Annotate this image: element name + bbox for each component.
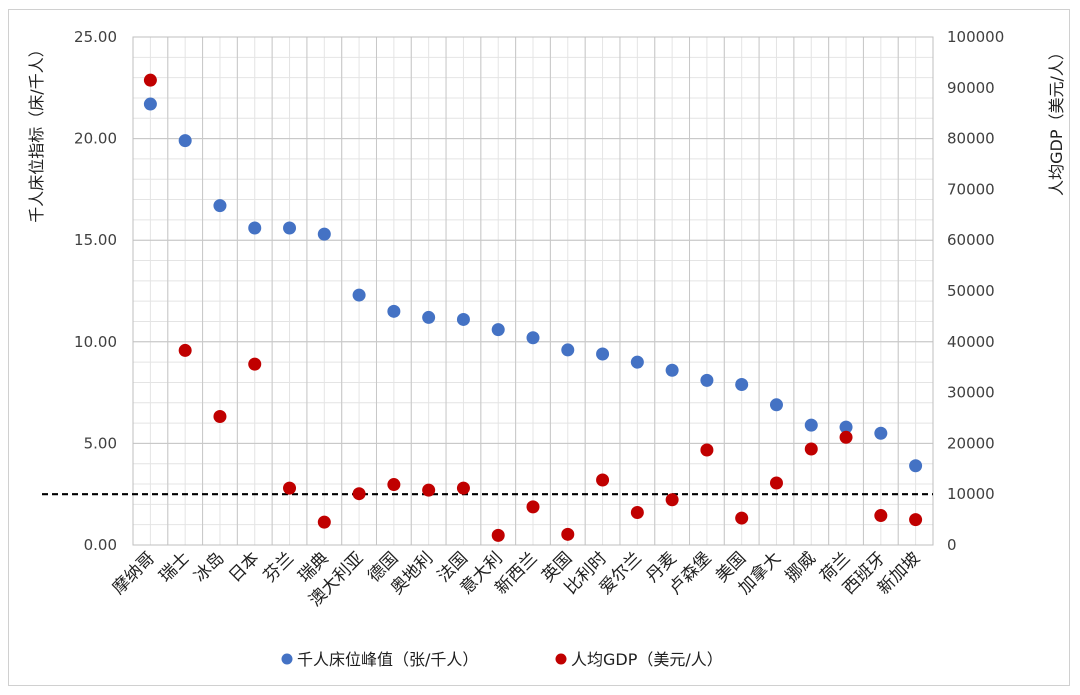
left-tick-label: 5.00 bbox=[84, 434, 117, 452]
plot-area-rect bbox=[132, 36, 934, 546]
gdp-point bbox=[769, 476, 783, 490]
legend-marker-bed-peak bbox=[281, 653, 293, 665]
gdp-point bbox=[422, 483, 436, 497]
right-tick-label: 70000 bbox=[947, 180, 995, 198]
legend-label-bed-peak: 千人床位峰值（张/千人） bbox=[297, 650, 478, 669]
gdp-point bbox=[387, 478, 401, 492]
legend: 千人床位峰值（张/千人） 人均GDP（美元/人） bbox=[281, 650, 723, 669]
bed-peak-point bbox=[456, 312, 470, 326]
gdp-point bbox=[283, 481, 297, 495]
bed-peak-point bbox=[874, 426, 888, 440]
category-label: 挪威 bbox=[782, 548, 820, 586]
left-axis-ticks: 0.00 5.00 10.00 15.00 20.00 25.00 bbox=[74, 28, 117, 554]
category-label: 日本 bbox=[225, 548, 263, 586]
bed-peak-point bbox=[178, 134, 192, 148]
gdp-point bbox=[143, 73, 157, 87]
right-axis-ticks: 0 10000 20000 30000 40000 50000 60000 70000 8000… bbox=[947, 28, 1004, 554]
left-tick-label: 15.00 bbox=[74, 231, 117, 249]
gdp-point bbox=[596, 473, 610, 487]
bed-peak-point bbox=[630, 355, 644, 369]
bed-peak-point bbox=[839, 420, 853, 434]
gdp-point bbox=[178, 343, 192, 357]
gdp-point bbox=[317, 515, 331, 529]
bed-peak-point bbox=[283, 221, 297, 235]
plot-area-border bbox=[132, 36, 934, 546]
bed-peak-point bbox=[143, 97, 157, 111]
gdp-point bbox=[874, 509, 888, 523]
minor-gridlines bbox=[132, 36, 934, 546]
right-tick-label: 0 bbox=[947, 536, 957, 554]
bed-peak-point bbox=[804, 418, 818, 432]
bed-peak-point bbox=[909, 459, 923, 473]
bed-peak-point bbox=[735, 377, 749, 391]
right-tick-label: 30000 bbox=[947, 384, 995, 402]
right-tick-label: 80000 bbox=[947, 130, 995, 148]
gdp-point bbox=[213, 409, 227, 423]
bed-peak-point bbox=[700, 373, 714, 387]
right-tick-label: 100000 bbox=[947, 28, 1004, 46]
right-tick-label: 90000 bbox=[947, 79, 995, 97]
right-tick-label: 20000 bbox=[947, 434, 995, 452]
category-label: 芬兰 bbox=[260, 548, 298, 586]
gdp-point bbox=[909, 513, 923, 527]
left-tick-label: 25.00 bbox=[74, 28, 117, 46]
left-axis-title: 千人床位指标（床/千人） bbox=[27, 41, 46, 222]
bed-peak-point bbox=[561, 343, 575, 357]
series-gdp bbox=[143, 73, 923, 542]
gdp-point bbox=[491, 528, 505, 542]
bed-peak-point bbox=[422, 310, 436, 324]
right-tick-label: 10000 bbox=[947, 485, 995, 503]
bed-peak-point bbox=[596, 347, 610, 361]
gdp-point bbox=[352, 487, 366, 501]
gdp-point bbox=[735, 511, 749, 525]
left-tick-label: 0.00 bbox=[84, 536, 117, 554]
category-labels: 摩纳哥瑞士冰岛日本芬兰瑞典澳大利亚德国奥地利法国意大利新西兰英国比利时爱尔兰丹麦… bbox=[109, 548, 924, 611]
gdp-point bbox=[700, 443, 714, 457]
gdp-point bbox=[456, 481, 470, 495]
left-tick-label: 10.00 bbox=[74, 333, 117, 351]
gdp-point bbox=[630, 505, 644, 519]
bed-peak-point bbox=[352, 288, 366, 302]
legend-label-gdp: 人均GDP（美元/人） bbox=[571, 650, 723, 669]
gdp-point bbox=[665, 493, 679, 507]
gdp-point bbox=[561, 527, 575, 541]
category-label: 瑞士 bbox=[156, 548, 194, 586]
right-tick-label: 40000 bbox=[947, 333, 995, 351]
bed-peak-point bbox=[665, 363, 679, 377]
category-label: 摩纳哥 bbox=[109, 548, 159, 598]
right-tick-label: 50000 bbox=[947, 282, 995, 300]
bed-peak-point bbox=[769, 398, 783, 412]
right-axis-title: 人均GDP（美元/人） bbox=[1047, 44, 1066, 196]
bed-peak-point bbox=[248, 221, 262, 235]
bed-peak-point bbox=[526, 331, 540, 345]
right-tick-label: 60000 bbox=[947, 231, 995, 249]
series-bed-peak bbox=[143, 97, 923, 473]
gdp-point bbox=[804, 442, 818, 456]
gdp-point bbox=[526, 500, 540, 514]
bed-peak-point bbox=[491, 323, 505, 337]
legend-marker-gdp bbox=[555, 653, 567, 665]
category-label: 冰岛 bbox=[190, 548, 228, 586]
bed-peak-point bbox=[317, 227, 331, 241]
gdp-point bbox=[248, 357, 262, 371]
left-tick-label: 20.00 bbox=[74, 130, 117, 148]
bed-peak-point bbox=[213, 199, 227, 213]
bed-peak-point bbox=[387, 304, 401, 318]
gdp-point bbox=[839, 430, 853, 444]
